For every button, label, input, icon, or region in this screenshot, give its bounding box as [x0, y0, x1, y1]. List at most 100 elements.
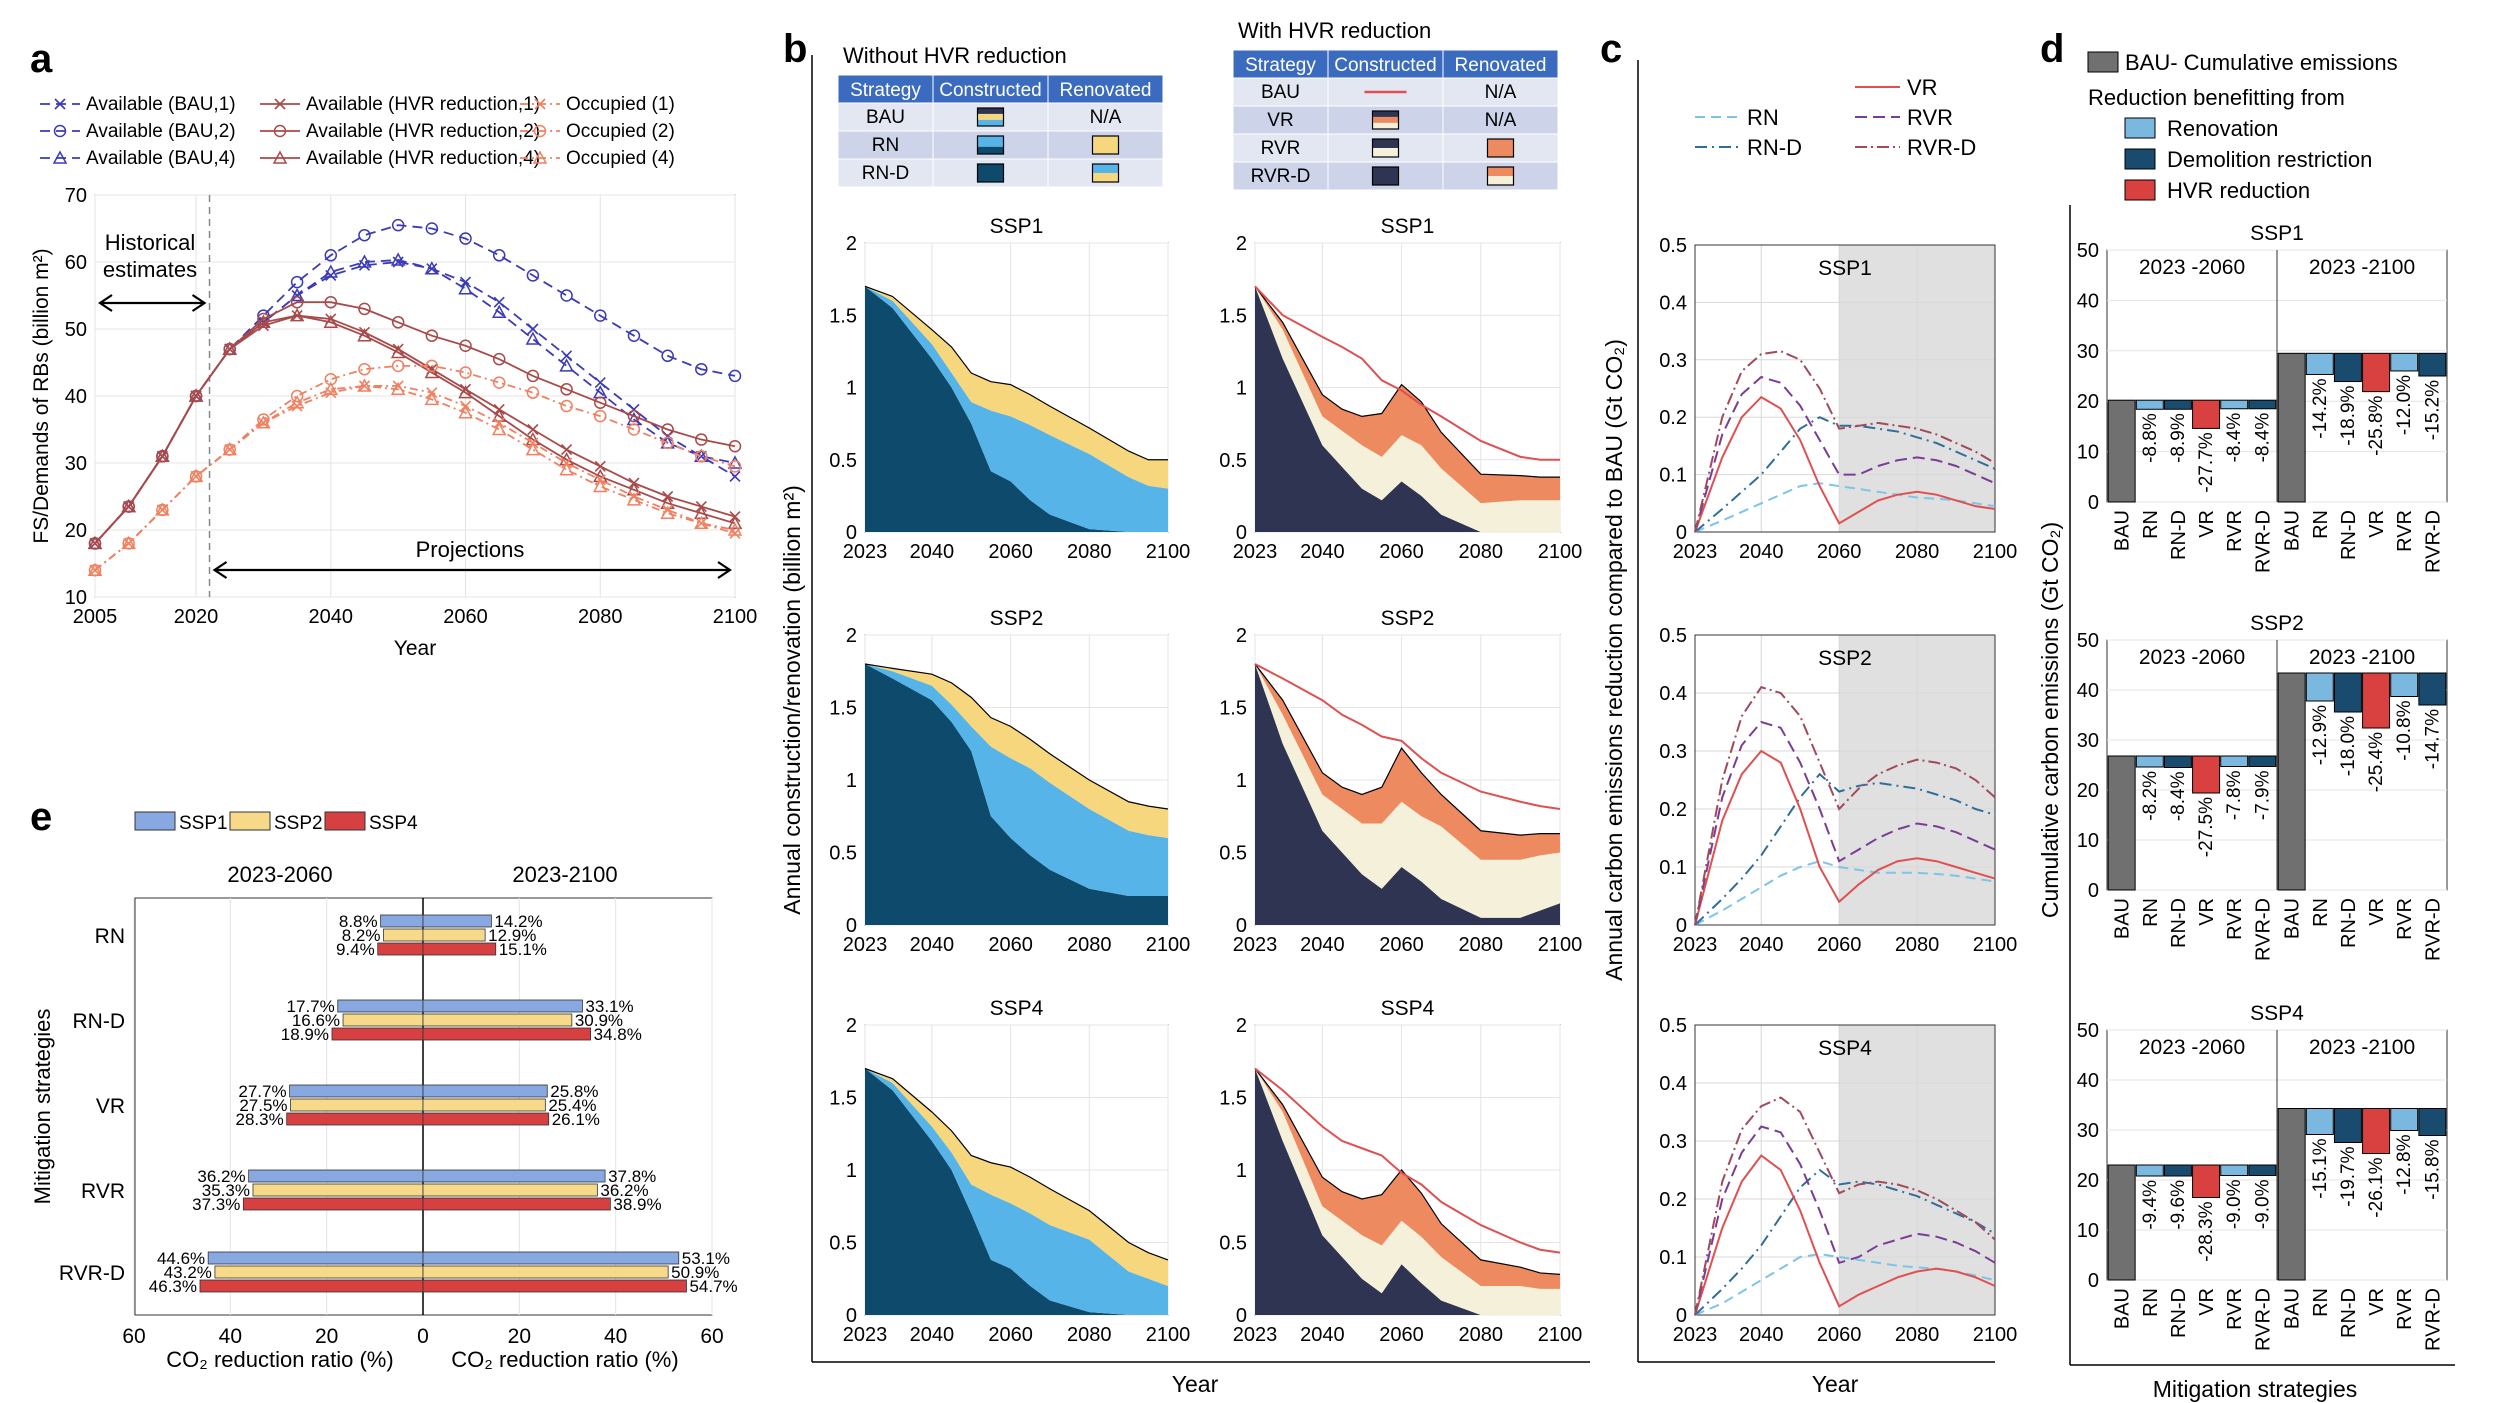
data-point	[594, 309, 607, 322]
bar-value-label: -12.0%	[2394, 375, 2415, 435]
bar-reduction-vr	[2192, 1164, 2221, 1198]
data-point	[695, 517, 707, 529]
data-point	[425, 329, 439, 342]
data-point	[458, 385, 473, 399]
x-tick-label: 2060	[1817, 934, 1862, 956]
legend-label: SSP1	[179, 813, 228, 834]
bar-reduction-vr	[2192, 399, 2221, 429]
bar-value-label: -8.4%	[2224, 413, 2245, 463]
subplot-title: SSP1	[2250, 222, 2304, 245]
y-tick-label: 40	[65, 386, 87, 408]
x-tick-label: 2100	[1538, 934, 1583, 956]
bar-value-label: -10.8%	[2394, 700, 2415, 760]
legend-label: Occupied (4)	[566, 148, 675, 169]
bar-value-label: 17.7%	[287, 997, 335, 1016]
bar-value-label: -14.2%	[2310, 378, 2331, 438]
historical-label: estimates	[103, 257, 197, 282]
x-tick-label: RVR	[2224, 898, 2246, 940]
x-tick-label: 2023	[1673, 934, 1718, 956]
legend-label: VR	[1907, 75, 1938, 100]
panel-label-b: b	[783, 27, 807, 71]
y-tick-label: 0	[1676, 522, 1687, 544]
y-tick-label: 0.1	[1659, 857, 1687, 879]
legend-marker	[532, 150, 548, 164]
x-tick-label: 2060	[988, 934, 1033, 956]
subplot-ssp1-without: 0 0.5 1 1.5 2 2023 2040 2060 2080 2100 SSP1	[829, 215, 1190, 563]
x-tick-label: VR	[2196, 898, 2218, 926]
bar-reduction-rn-d	[2163, 755, 2192, 768]
legend-item: RVR-D	[1855, 135, 1976, 160]
y-axis-label: FS/Demands of RBs (billion m²)	[30, 248, 53, 543]
table-header-cell	[1047, 74, 1164, 104]
bar-ssp2-2100	[422, 1013, 573, 1027]
bar-ssp1-2100	[422, 1084, 548, 1098]
legend-item: Occupied (1)	[520, 94, 675, 115]
category-label: RVR-D	[59, 1262, 125, 1285]
vr-line	[1254, 1067, 1561, 1254]
legend-label: Occupied (1)	[566, 94, 675, 115]
y-tick-label: 0	[2088, 1270, 2099, 1292]
subplot-ssp2-with: 0 0.5 1 1.5 2 2023 2040 2060 2080 2100 SSP2	[1219, 607, 1582, 956]
bar-reduction-rvr-d	[2418, 352, 2447, 377]
legend-swatch	[2124, 179, 2156, 201]
data-point	[695, 433, 708, 446]
data-point	[661, 423, 674, 436]
bar-reduction-rn-d	[2163, 1164, 2192, 1177]
y-tick-label: 30	[65, 453, 87, 475]
data-point	[391, 316, 405, 329]
bar-value-label: -28.3%	[2196, 1201, 2217, 1261]
x-tick-label: 2040	[910, 1324, 955, 1346]
data-point	[526, 269, 540, 282]
table-header-label: Renovated	[1455, 55, 1547, 76]
panel-label-d: d	[2040, 27, 2064, 71]
data-point	[728, 440, 742, 453]
y-tick-label: 40	[2077, 680, 2099, 702]
constructed-icon	[1372, 122, 1399, 129]
y-tick-label: 50	[2077, 1020, 2099, 1042]
x-tick-label: 2023	[1233, 1324, 1278, 1346]
bar-value-label: 37.3%	[192, 1195, 240, 1214]
period-label: 2023 -2060	[2139, 646, 2245, 669]
renovated-icon-border	[1091, 135, 1120, 155]
area-layer	[865, 1068, 1168, 1315]
bar-value-label: -12.8%	[2394, 1134, 2415, 1194]
y-tick-label: 0	[1236, 915, 1247, 937]
y-tick-label: 0	[2088, 880, 2099, 902]
area-layer	[1255, 664, 1560, 918]
data-point	[358, 302, 371, 316]
bar-reduction-rvr	[2220, 755, 2249, 767]
bar-value-label: -25.8%	[2366, 396, 2387, 456]
bar-reduction-rn	[2305, 1108, 2334, 1135]
x-tick-label: 60	[122, 1325, 145, 1348]
bar-reduction-rvr	[2390, 352, 2419, 372]
table-strategy-label: VR	[1267, 110, 1293, 131]
x-tick-label: 2100	[1146, 1324, 1191, 1346]
bar-reduction-vr	[2192, 755, 2221, 794]
bar-value-label: 36.2%	[600, 1181, 648, 1200]
renovated-na: N/A	[1090, 107, 1122, 128]
x-tick-label: RVR	[2394, 1288, 2416, 1330]
constructed-icon	[1372, 111, 1399, 117]
x-tick-label: 2023	[1233, 934, 1278, 956]
bar-value-label: 50.9%	[671, 1263, 719, 1282]
bar-ssp4-2060	[331, 1027, 424, 1041]
data-point	[560, 399, 573, 413]
table-header-cell	[837, 74, 934, 104]
bar-ssp2-2100	[422, 1098, 546, 1112]
constructed-icon	[1372, 139, 1399, 148]
data-point	[695, 450, 708, 463]
vr-line	[1254, 285, 1560, 461]
area-layer	[865, 1068, 1168, 1315]
y-tick-label: 40	[2077, 1070, 2099, 1092]
category-label: RVR	[81, 1180, 125, 1203]
bar-value-label: 43.2%	[164, 1263, 212, 1282]
panel-e: SSP1 SSP2 SSP4 2023-2060 2023-2100 60 40 20 0 20 4…	[30, 811, 738, 1372]
y-tick-label: 0.5	[829, 450, 857, 472]
x-tick-label: 2040	[1300, 934, 1345, 956]
bar-value-label: 15.1%	[499, 940, 547, 959]
bar-reduction-vr	[2362, 352, 2391, 393]
table-header-cell	[1442, 49, 1559, 79]
legend-marker	[273, 124, 287, 138]
y-axis-label: Annual construction/renovation (billion …	[779, 485, 805, 915]
